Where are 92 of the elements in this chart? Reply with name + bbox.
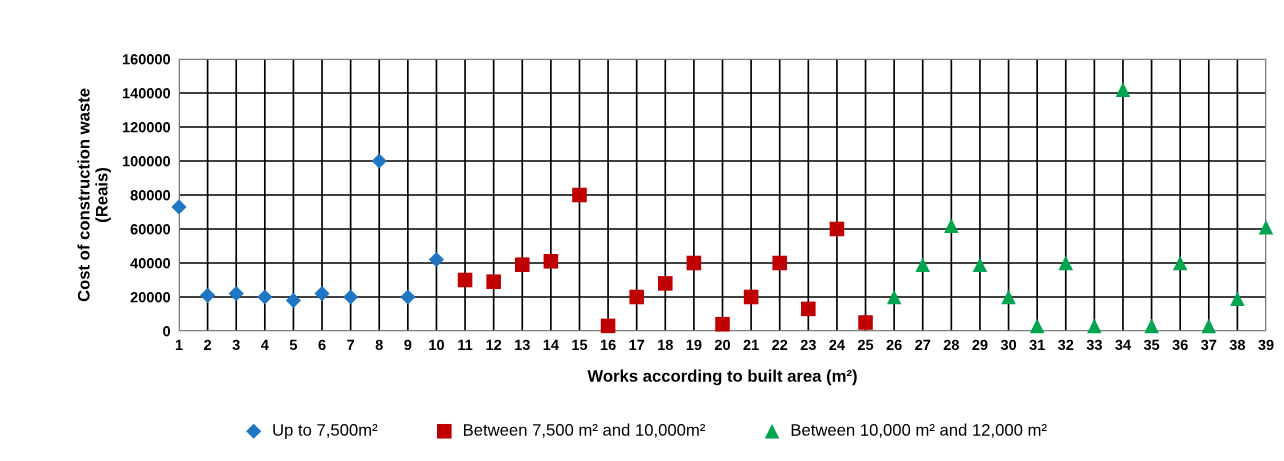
- x-tick-label: 36: [1172, 339, 1188, 351]
- point: [171, 199, 187, 215]
- x-tick-label: 6: [318, 339, 326, 351]
- x-tick-label: 26: [886, 339, 902, 351]
- point: [543, 254, 559, 269]
- x-tick-label: 29: [972, 339, 988, 351]
- y-tick-label: 40000: [130, 258, 171, 269]
- y-tick-label: 80000: [130, 190, 171, 201]
- point: [1230, 291, 1245, 306]
- point: [1058, 255, 1074, 271]
- point: [457, 272, 473, 288]
- x-tick-label: 13: [515, 339, 530, 351]
- point: [772, 255, 787, 271]
- point: [343, 289, 359, 305]
- x-tick-label: 9: [404, 339, 412, 351]
- point: [600, 318, 616, 334]
- point: [944, 218, 959, 233]
- x-tick-label: 38: [1229, 339, 1246, 351]
- point: [1087, 318, 1102, 334]
- point: [1201, 318, 1217, 334]
- x-tick-label: 10: [429, 339, 444, 351]
- x-tick-label: 34: [1115, 339, 1132, 351]
- point: [629, 289, 644, 305]
- point: [1172, 255, 1188, 271]
- point: [1001, 289, 1016, 305]
- point: [886, 289, 902, 305]
- x-tick-label: 8: [375, 339, 383, 351]
- x-tick-label: 35: [1143, 339, 1160, 351]
- x-tick-label: 32: [1057, 339, 1074, 351]
- x-tick-label: 3: [232, 339, 240, 351]
- y-axis-title: Cost of construction waste (Reais): [77, 88, 111, 302]
- point: [228, 285, 244, 302]
- x-tick-label: 2: [204, 339, 212, 350]
- x-tick-label: 28: [943, 339, 960, 351]
- x-tick-label: 4: [260, 339, 269, 350]
- point: [1029, 318, 1045, 334]
- point: [514, 257, 530, 272]
- point: [686, 255, 702, 271]
- legend-label: Between 10,000 m² and 12,000 m²: [791, 423, 1047, 438]
- x-tick-label: 16: [600, 339, 616, 351]
- x-tick-label: 12: [486, 339, 502, 350]
- y-tick-label: 100000: [122, 156, 171, 167]
- point: [915, 257, 931, 272]
- point: [400, 289, 416, 305]
- x-tick-label: 24: [829, 339, 845, 350]
- point: [801, 301, 816, 317]
- x-tick-label: 14: [543, 339, 559, 350]
- point: [285, 292, 302, 309]
- y-tick-label: 60000: [130, 224, 171, 235]
- x-tick-label: 25: [857, 339, 874, 351]
- x-tick-label: 1: [175, 339, 183, 350]
- point: [743, 289, 759, 305]
- point: [428, 251, 445, 268]
- x-tick-label: 15: [572, 339, 588, 351]
- point: [257, 289, 273, 305]
- x-tick-label: 33: [1086, 339, 1102, 351]
- x-tick-label: 30: [1000, 339, 1017, 351]
- point: [829, 221, 845, 237]
- x-tick-label: 21: [743, 339, 759, 350]
- point: [200, 287, 216, 303]
- x-axis-title: Works according to built area (m²): [587, 369, 857, 386]
- x-tick-label: 17: [629, 339, 645, 350]
- x-tick-label: 37: [1201, 339, 1217, 351]
- point: [1115, 82, 1131, 97]
- y-tick-label: 160000: [122, 54, 171, 65]
- point: [1258, 220, 1274, 235]
- point: [371, 153, 387, 169]
- x-tick-label: 22: [772, 339, 788, 350]
- point: [486, 274, 501, 289]
- x-tick-label: 23: [800, 339, 816, 351]
- x-tick-label: 5: [289, 339, 298, 351]
- point: [715, 316, 730, 332]
- x-tick-label: 18: [658, 339, 673, 351]
- point: [972, 257, 988, 272]
- x-tick-label: 27: [915, 339, 931, 350]
- y-tick-label: 120000: [122, 122, 171, 133]
- x-tick-label: 39: [1258, 339, 1274, 351]
- legend-label: Between 7,500 m² and 10,000m²: [464, 423, 706, 438]
- x-tick-label: 19: [686, 339, 702, 351]
- y-tick-label: 20000: [130, 292, 171, 303]
- point: [1144, 318, 1159, 334]
- point: [572, 187, 587, 203]
- point: [314, 285, 330, 302]
- point: [858, 315, 873, 330]
- point: [658, 276, 673, 291]
- x-tick-label: 7: [347, 339, 355, 350]
- legend-label: Up to 7,500m²: [273, 423, 378, 440]
- x-tick-label: 11: [458, 339, 473, 350]
- y-tick-label: 0: [163, 326, 171, 337]
- x-tick-label: 31: [1029, 339, 1045, 351]
- y-tick-label: 140000: [122, 88, 171, 99]
- x-tick-label: 20: [714, 339, 731, 351]
